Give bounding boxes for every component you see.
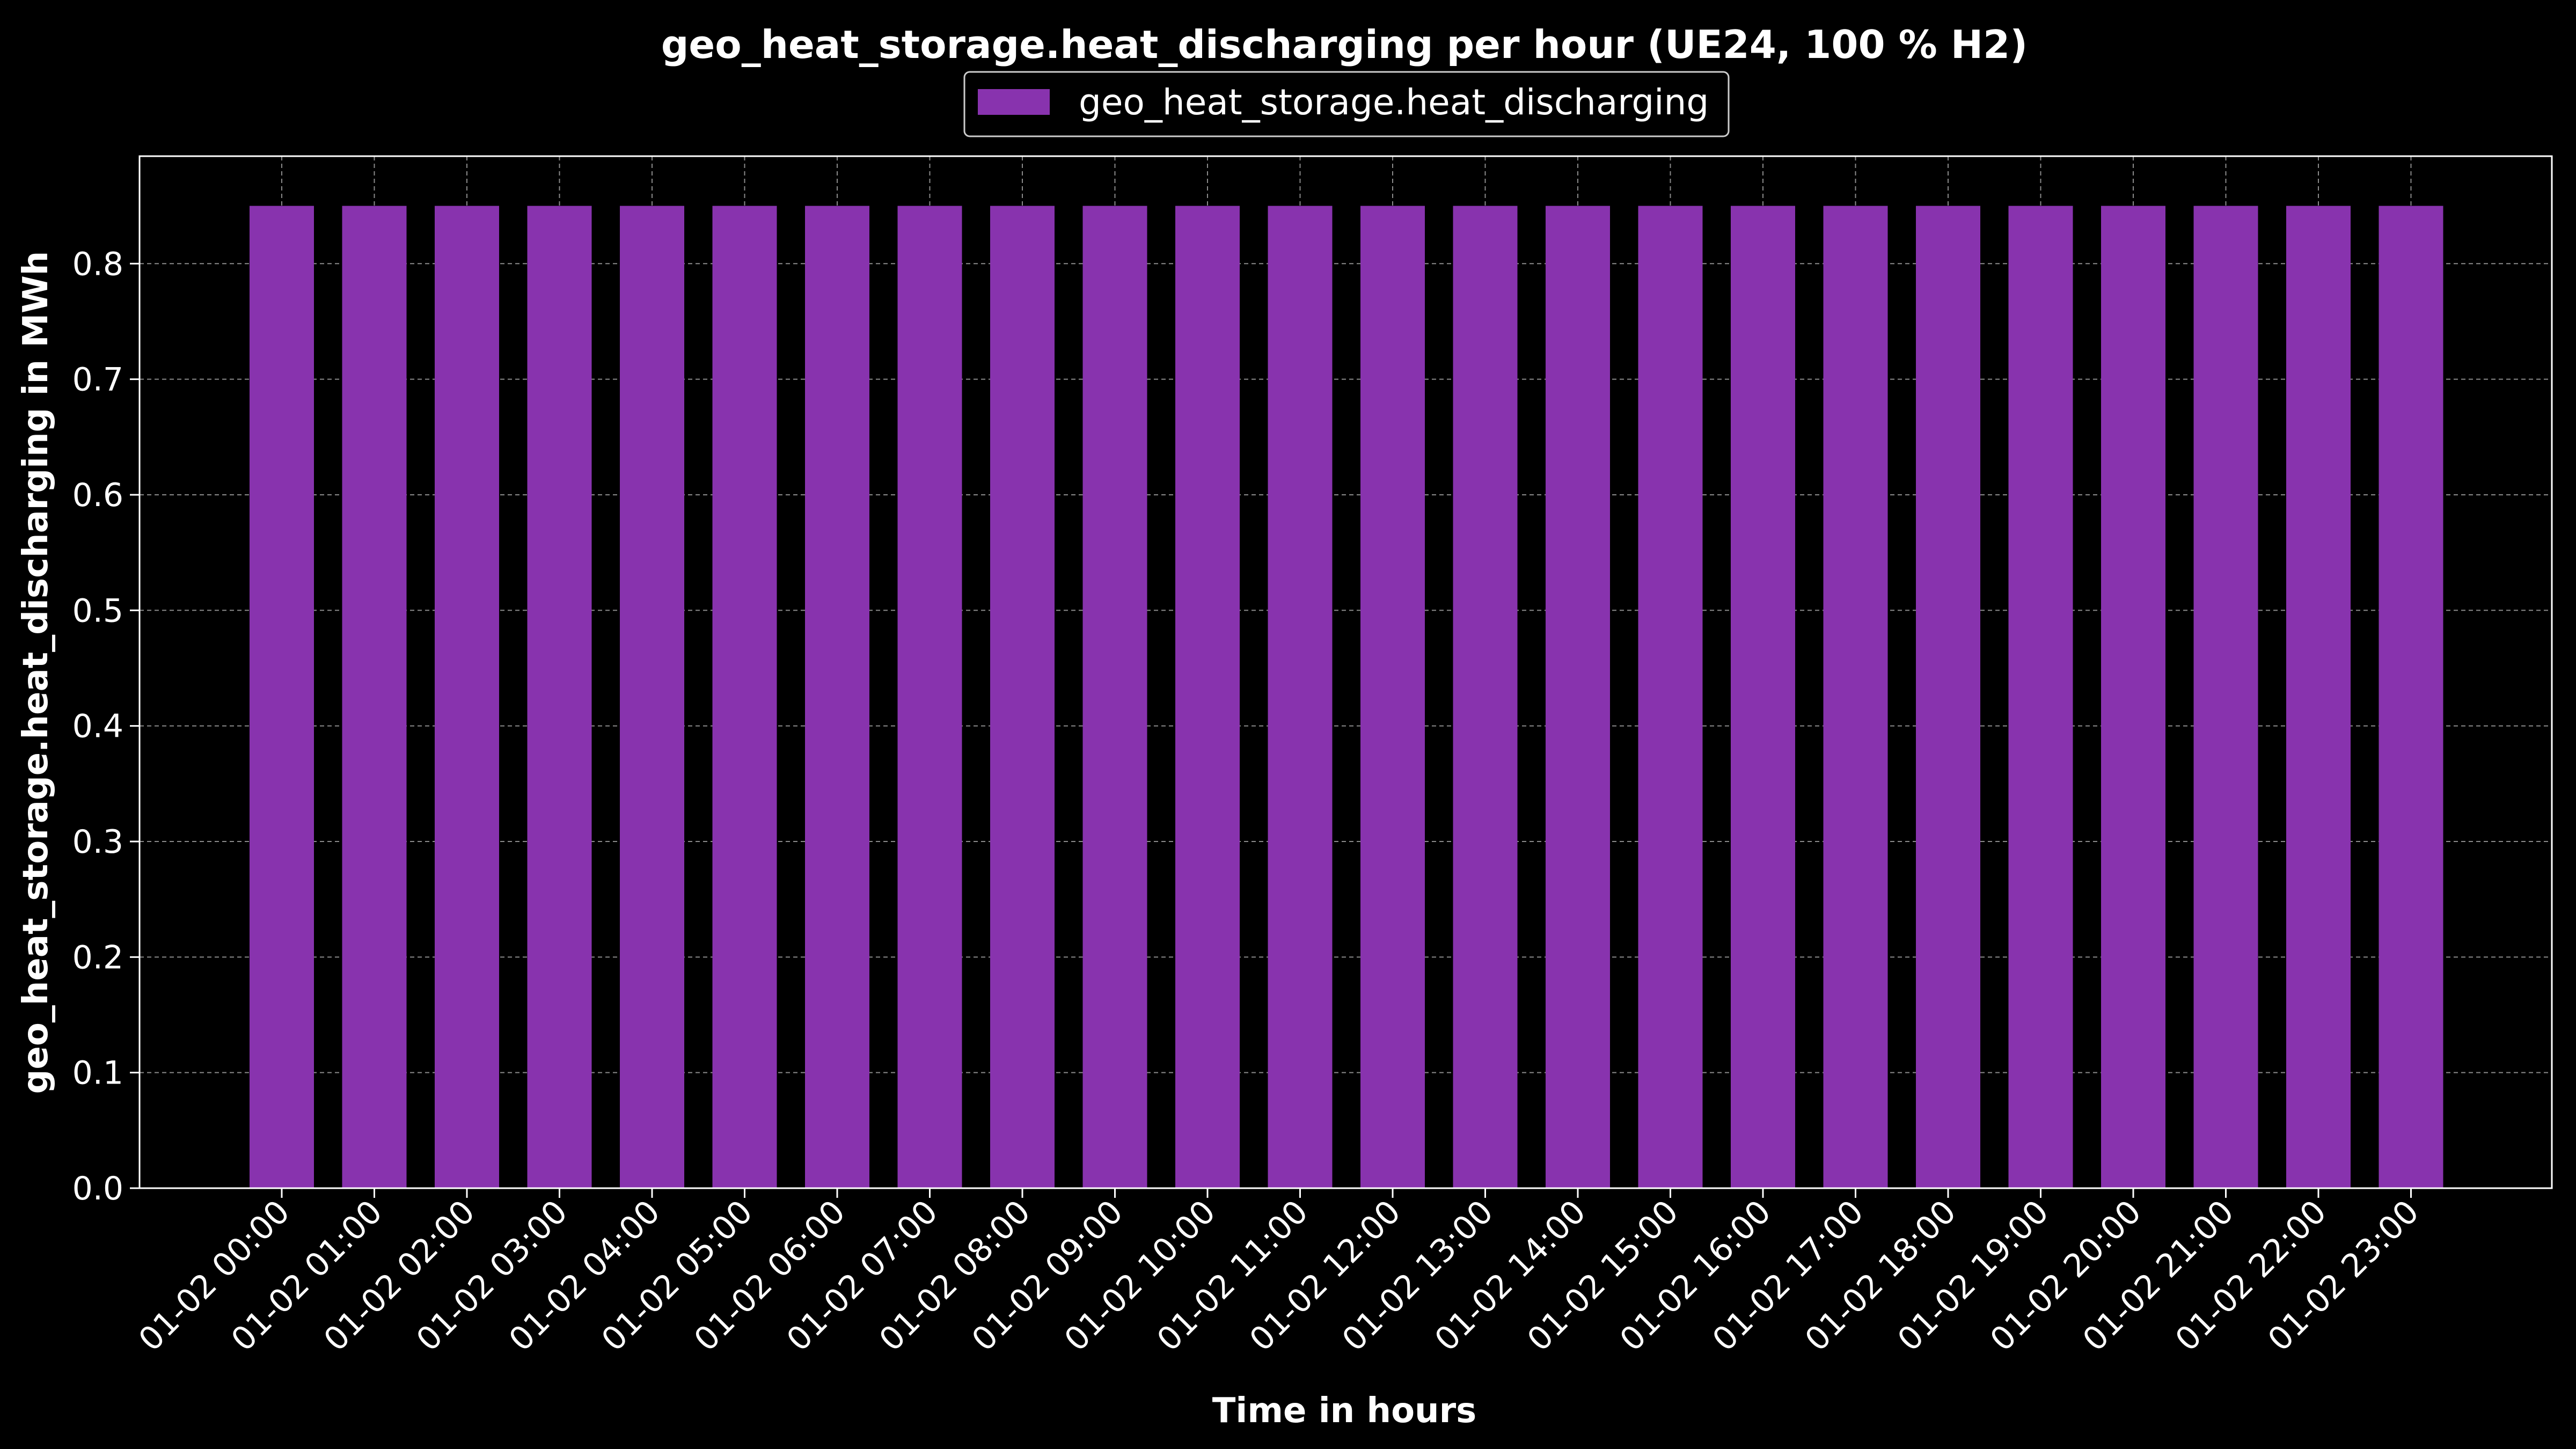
bar <box>1731 206 1795 1188</box>
y-axis-label: geo_heat_storage.heat_discharging in MWh <box>16 251 56 1094</box>
x-axis-label: Time in hours <box>1212 1391 1477 1431</box>
bar <box>2379 206 2443 1188</box>
legend: geo_heat_storage.heat_discharging <box>963 71 1730 137</box>
bar <box>2008 206 2073 1188</box>
bar <box>1638 206 1703 1188</box>
y-tick-label: 0.5 <box>72 592 123 630</box>
bar <box>1268 206 1333 1188</box>
bars <box>250 206 2443 1188</box>
y-tick-label: 0.1 <box>72 1055 123 1092</box>
bar <box>342 206 407 1188</box>
bar <box>1823 206 1888 1188</box>
bar <box>1916 206 1980 1188</box>
y-tick-label: 0.3 <box>72 823 123 861</box>
bar <box>2193 206 2258 1188</box>
bar <box>2286 206 2351 1188</box>
bar <box>897 206 962 1188</box>
y-tick-label: 0.0 <box>72 1170 123 1208</box>
bar <box>620 206 684 1188</box>
bar <box>1453 206 1518 1188</box>
bar <box>1360 206 1425 1188</box>
y-tick-label: 0.7 <box>72 361 123 399</box>
bar <box>435 206 499 1188</box>
bar <box>1175 206 1240 1188</box>
y-tick-label: 0.2 <box>72 939 123 976</box>
bar <box>2101 206 2165 1188</box>
legend-swatch <box>978 89 1050 115</box>
y-tick-label: 0.4 <box>72 708 123 745</box>
legend-box <box>963 71 1730 137</box>
bar <box>250 206 314 1188</box>
bar <box>527 206 592 1188</box>
bar <box>712 206 777 1188</box>
legend-label: geo_heat_storage.heat_discharging <box>1079 82 1709 123</box>
y-tick-label: 0.6 <box>72 477 123 514</box>
plot-frame <box>138 155 2553 1189</box>
bar <box>990 206 1055 1188</box>
chart-title: geo_heat_storage.heat_discharging per ho… <box>661 22 2028 67</box>
bar <box>1546 206 1610 1188</box>
bar <box>805 206 869 1188</box>
bar <box>1082 206 1147 1188</box>
y-tick-label: 0.8 <box>72 245 123 283</box>
y-axis-ticks: 0.0 0.1 0.2 0.3 0.4 0.5 0.6 0.7 0.8 <box>72 245 140 1208</box>
